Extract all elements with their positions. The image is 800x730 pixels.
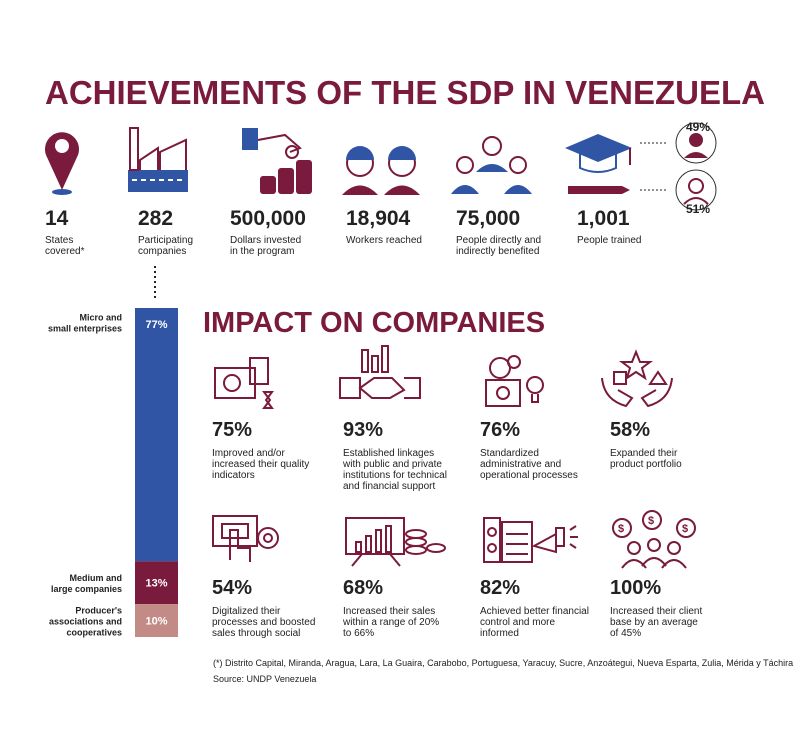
segment-label: small enterprises [48, 324, 122, 334]
female-icon [675, 122, 717, 164]
impact-label: with public and private [342, 459, 442, 470]
stat-value: 1,001 [577, 207, 630, 230]
bar-segment [135, 604, 178, 637]
impact-value: 82% [480, 577, 520, 599]
impact-label: to 66% [343, 628, 374, 639]
bar-segment [135, 561, 178, 605]
impact-label: administrative and [480, 459, 561, 470]
stat-label: People directly and [456, 235, 541, 246]
svg-text:$: $ [648, 515, 654, 527]
male-icon [675, 169, 717, 211]
digital-icon [212, 515, 279, 562]
impact-label: Increased their sales [343, 606, 435, 617]
stat-value: 282 [138, 207, 173, 230]
impact-label: operational processes [480, 470, 578, 481]
impact-value: 68% [343, 577, 383, 599]
portfolio-icon [601, 349, 673, 408]
svg-text:$: $ [682, 523, 688, 535]
bar-segment [135, 308, 178, 562]
male-share: 51% [686, 202, 710, 216]
impact-label: Standardized [480, 448, 539, 459]
segment-value-label: 10% [145, 616, 167, 628]
svg-text:$: $ [618, 523, 624, 535]
female-share: 49% [686, 120, 710, 134]
sales-icon [345, 517, 446, 567]
money-icon [242, 128, 312, 194]
stat-label: Participating [138, 235, 193, 246]
handshake-icon [339, 345, 421, 399]
stat-label: Dollars invested [230, 235, 301, 246]
stat-value: 14 [45, 207, 69, 230]
dollar-signs: $ $ $ [618, 515, 688, 535]
impact-label: indicators [212, 470, 255, 481]
impact-label: processes and boosted [212, 617, 315, 628]
impact-label: Established linkages [343, 448, 434, 459]
impact-label: and financial support [343, 481, 436, 492]
stat-label: companies [138, 246, 186, 257]
stat-value: 18,904 [346, 207, 411, 230]
segment-label: Medium and [69, 573, 122, 583]
impact-value: 75% [212, 419, 252, 441]
impact-label: control and more [480, 617, 555, 628]
impact-label: institutions for technical [343, 470, 447, 481]
stat-value: 500,000 [230, 207, 306, 230]
impact-label: increased their quality [212, 459, 309, 470]
impact-value: 76% [480, 419, 520, 441]
segment-value-label: 77% [145, 319, 167, 331]
quality-icon [214, 357, 274, 409]
impact-label: base by an average [610, 617, 698, 628]
segment-label: large companies [51, 584, 122, 594]
impact-value: 100% [610, 577, 661, 599]
segment-label: Micro and [79, 313, 122, 323]
segment-value-label: 13% [145, 578, 167, 590]
impact-label: within a range of 20% [342, 617, 439, 628]
workers-icon [342, 146, 420, 195]
impact-title: IMPACT ON COMPANIES [203, 307, 545, 339]
stat-value: 75,000 [456, 207, 520, 230]
process-icon [485, 355, 544, 407]
stat-label: in the program [230, 246, 294, 257]
stat-label: covered* [45, 246, 85, 257]
impact-value: 93% [343, 419, 383, 441]
finance-icon [483, 517, 578, 563]
impact-value: 54% [212, 577, 252, 599]
clients-icon [612, 510, 696, 569]
impact-label: Expanded their [610, 448, 678, 459]
segment-label: cooperatives [66, 628, 122, 638]
impact-label: Increased their client [610, 606, 702, 617]
impact-label: product portfolio [610, 459, 682, 470]
stat-label: Workers reached [346, 235, 422, 246]
impact-label: informed [480, 628, 519, 639]
stat-label: States [45, 235, 73, 246]
impact-value: 58% [610, 419, 650, 441]
segment-label: Producer's [75, 606, 122, 616]
stat-label: indirectly benefited [456, 246, 539, 257]
segment-label: associations and [49, 617, 122, 627]
people-icon [451, 136, 532, 194]
page-title: ACHIEVEMENTS OF THE SDP IN VENEZUELA [45, 74, 765, 111]
footnote: (*) Distrito Capital, Miranda, Aragua, L… [213, 658, 793, 668]
graduation-icon [565, 134, 632, 194]
stat-label: People trained [577, 235, 642, 246]
source: Source: UNDP Venezuela [213, 674, 316, 684]
impact-label: Achieved better financial [480, 606, 589, 617]
factory-icon [128, 127, 188, 192]
impact-label: sales through social [212, 628, 300, 639]
impact-label: of 45% [610, 628, 641, 639]
map-pin-icon [44, 132, 80, 195]
impact-label: Digitalized their [212, 606, 281, 617]
impact-label: Improved and/or [212, 448, 285, 459]
